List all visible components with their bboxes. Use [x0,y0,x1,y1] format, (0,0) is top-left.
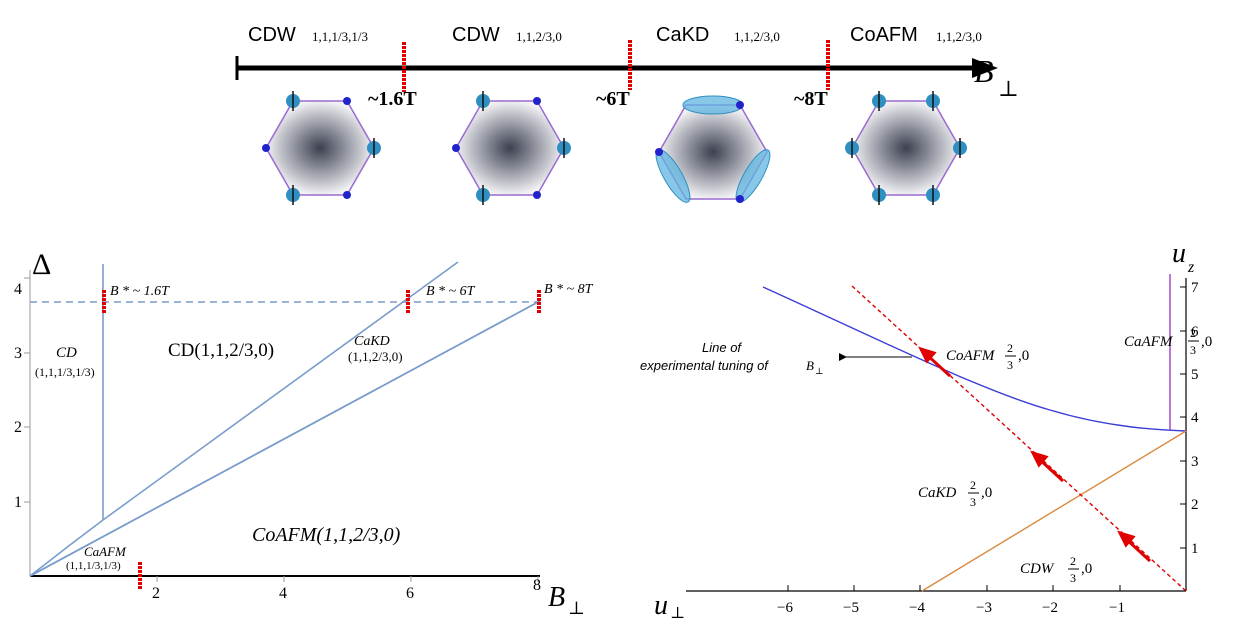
svg-text:2: 2 [1007,341,1013,355]
right-xtick-5: −2 [1042,600,1058,616]
coafm-boundary-curve [762,286,1187,432]
right-ytick-3: 3 [1191,454,1199,470]
phase-timeline: CDW 1,1,1/3,1/3 CDW 1,1,2/3,0 CaKD 1,1,2… [235,24,1019,110]
timeline-arrowhead [972,58,998,78]
phase-label-cdw: CDW 2 3 ,0 [1020,554,1092,585]
right-xtick-4: −3 [976,600,992,616]
right-ytick-2: 2 [1191,497,1199,513]
annotation-sym: B [806,358,814,373]
right-ytick-6: 6 [1191,324,1199,340]
svg-text:3: 3 [1070,571,1076,585]
lattice-icon-4 [845,91,967,205]
left-xlabel-sub: ⊥ [568,598,585,618]
mark-label-1: B * ~ 1.6T [110,284,170,299]
phase-name-1: CDW [248,24,296,46]
phase-label-coafm: CoAFM 2 3 ,0 [946,341,1029,372]
svg-text:,0: ,0 [1018,348,1029,364]
region-caafm-sub: (1,1,1/3,1/3) [66,560,121,572]
left-xtick-3: 6 [406,585,414,602]
region-cd-sub: (1,1,1/3,1/3) [35,365,95,379]
phase-name-2: CDW [452,24,500,46]
svg-text:CaKD: CaKD [918,485,957,501]
lattice-icon-2 [452,91,571,205]
svg-text:CoAFM: CoAFM [946,348,996,364]
charge-site [262,144,270,152]
phase-name-3: CaKD [656,24,709,46]
right-phase-diagram: −6 −5 −4 −3 −2 −1 1 2 3 4 5 6 7 u ⊥ u z … [640,238,1212,618]
svg-text:CaAFM: CaAFM [1124,334,1174,350]
left-ylabel: Δ [32,248,51,281]
right-ytick-5: 5 [1191,367,1199,383]
cakd-cdw-boundary [921,430,1187,592]
svg-text:,0: ,0 [1201,334,1212,350]
left-phase-diagram: 1 2 3 4 2 4 6 8 Δ B ⊥ B * ~ 1.6T B * ~ 6… [14,248,594,618]
phase-label-cakd: CaKD 2 3 ,0 [918,478,992,509]
annotation-sub: ⊥ [815,366,823,376]
charge-site [343,191,351,199]
svg-text:,0: ,0 [981,485,992,501]
mark-label-3: B * ~ 8T [544,282,594,297]
region-coafm: CoAFM(1,1,2/3,0) [252,524,401,546]
left-ytick-1: 1 [14,494,22,511]
right-xtick-6: −1 [1109,600,1125,616]
region-cakd-sub: (1,1,2/3,0) [348,349,403,364]
right-xtick-1: −6 [777,600,793,616]
right-xtick-3: −4 [909,600,925,616]
charge-site [533,97,541,105]
kekule-bond [682,95,744,115]
charge-site [452,144,460,152]
right-ytick-4: 4 [1191,410,1199,426]
charge-site [343,97,351,105]
annotation-line1: Line of [702,340,742,355]
region-caafm-title: CaAFM [84,544,127,559]
right-xlabel: u [654,590,668,618]
phase-indices-3: 1,1,2/3,0 [734,29,780,44]
boundary-cakd-upper [102,261,459,521]
boundary-low [29,519,104,577]
phase-indices-4: 1,1,2/3,0 [936,29,982,44]
region-cakd-title: CaKD [354,334,390,349]
left-xtick-1: 2 [152,585,160,602]
right-ytick-7: 7 [1191,280,1199,296]
timeline-axis-label: B [974,53,994,89]
lattice-icon-1 [262,91,381,205]
svg-text:3: 3 [970,495,976,509]
charge-site [533,191,541,199]
mark-label-2: B * ~ 6T [426,284,476,299]
marker-label-2: ~6T [596,88,630,110]
svg-text:2: 2 [970,478,976,492]
svg-text:3: 3 [1007,358,1013,372]
left-xtick-4: 8 [533,577,541,594]
lattice-icon-3 [655,95,771,203]
tuning-line [851,285,1187,592]
marker-label-1: ~1.6T [368,88,417,110]
right-ylabel-sub: z [1187,259,1195,276]
phase-indices-1: 1,1,1/3,1/3 [312,29,368,44]
annotation-line2: experimental tuning of [640,358,769,373]
left-ytick-2: 2 [14,419,22,436]
svg-text:2: 2 [1070,554,1076,568]
left-xlabel: B [548,582,565,613]
phase-label-caafm: CaAFM 2 3 ,0 [1124,326,1212,357]
region-cd-title: CD [56,345,77,361]
right-xtick-2: −5 [843,600,859,616]
svg-text:2: 2 [1190,326,1196,340]
phase-indices-2: 1,1,2/3,0 [516,29,562,44]
left-ytick-4: 4 [14,281,22,298]
svg-text:CDW: CDW [1020,561,1055,577]
svg-text:,0: ,0 [1081,561,1092,577]
right-ytick-1: 1 [1191,541,1199,557]
marker-label-3: ~8T [794,88,828,110]
timeline-axis-sub: ⊥ [998,76,1019,101]
svg-text:3: 3 [1190,343,1196,357]
phase-name-4: CoAFM [850,24,918,46]
left-ytick-3: 3 [14,345,22,362]
right-ylabel: u [1172,238,1186,269]
region-cd-main: CD(1,1,2/3,0) [168,340,274,361]
left-xtick-2: 4 [279,585,287,602]
right-xlabel-sub: ⊥ [670,605,685,618]
